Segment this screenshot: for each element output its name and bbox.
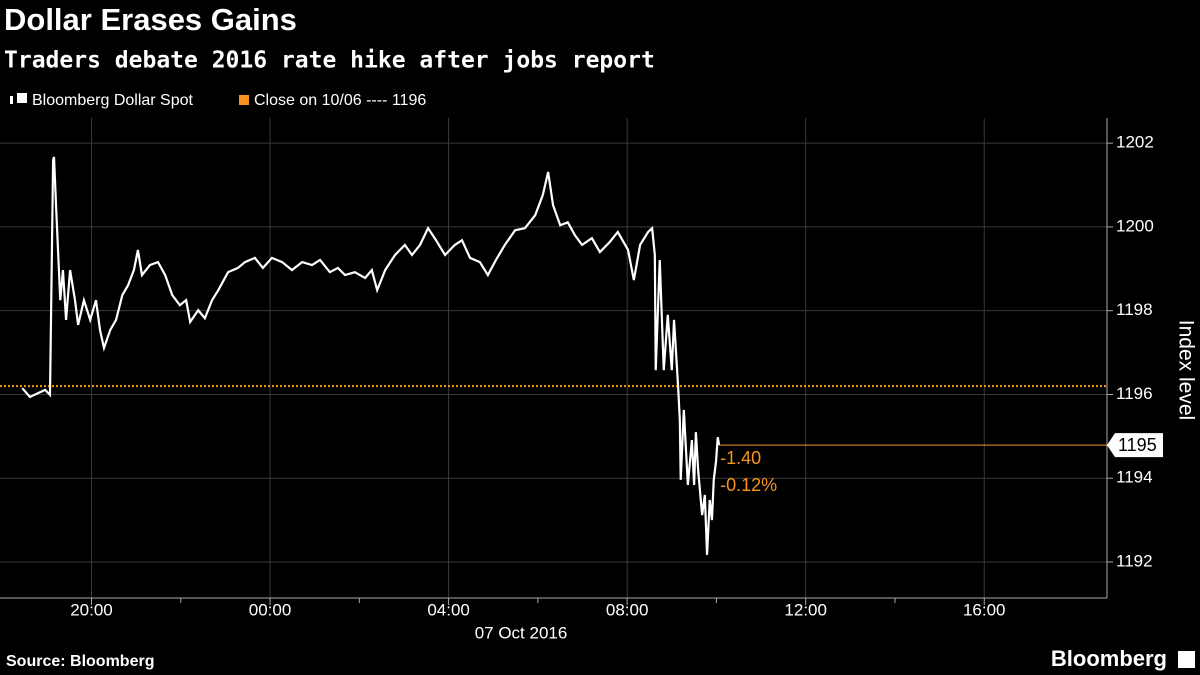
last-value-label: 1195 [1118, 435, 1157, 455]
y-tick-label: 1192 [1116, 551, 1153, 570]
y-tick-label: 1200 [1116, 216, 1154, 235]
change-label: -0.12% [720, 475, 777, 495]
brand-logo: Bloomberg [1051, 646, 1167, 671]
y-tick-label: 1194 [1116, 468, 1153, 487]
x-tick-label: 08:00 [606, 600, 649, 619]
x-tick-label: 12:00 [784, 600, 827, 619]
last-value-flag [1107, 433, 1163, 458]
change-label: -1.40 [720, 448, 761, 468]
y-tick-label: 1198 [1116, 300, 1153, 319]
legend-label: Close on 10/06 ---- 1196 [254, 92, 426, 109]
x-tick-label: 16:00 [963, 600, 1006, 619]
legend-marker [17, 93, 27, 103]
x-tick-label: 04:00 [427, 600, 470, 619]
y-tick-label: 1196 [1116, 384, 1153, 403]
legend-marker [10, 96, 13, 104]
y-axis-title: Index level [1174, 320, 1197, 420]
legend-label: Bloomberg Dollar Spot [32, 92, 194, 109]
series-line [21, 156, 721, 555]
y-tick-label: 1202 [1116, 133, 1154, 152]
x-tick-label: 20:00 [70, 600, 113, 619]
legend-marker [239, 95, 249, 105]
chart-subtitle: Traders debate 2016 rate hike after jobs… [4, 48, 655, 74]
x-date-label: 07 Oct 2016 [475, 623, 568, 642]
source: Source: Bloomberg [6, 653, 154, 670]
x-tick-label: 00:00 [249, 600, 292, 619]
chart-title: Dollar Erases Gains [4, 2, 297, 37]
brand-icon [1178, 651, 1195, 668]
